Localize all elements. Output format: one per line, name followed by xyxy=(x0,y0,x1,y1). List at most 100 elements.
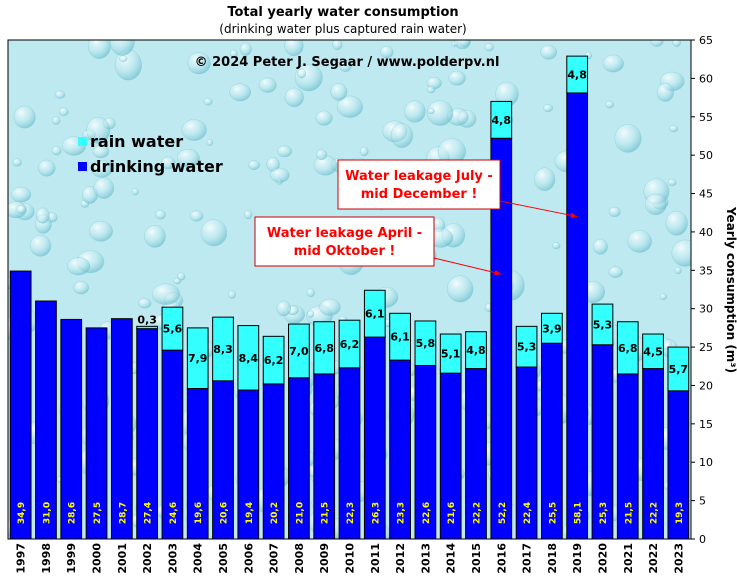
x-tick-label-2000: 2000 xyxy=(91,543,104,574)
data-label-drinking-2019: 58,1 xyxy=(574,502,584,524)
bar-rain-2007 xyxy=(262,335,285,385)
bar-rain-2020 xyxy=(591,303,614,346)
data-label-drinking-2018: 25,5 xyxy=(548,502,558,524)
x-tick-label-2002: 2002 xyxy=(141,543,154,574)
bar-rain-2005 xyxy=(212,316,234,382)
chart-subtitle: (drinking water plus captured rain water… xyxy=(219,22,466,36)
bar-rain-2010 xyxy=(338,319,361,369)
annotation-arrowhead-1 xyxy=(494,269,502,276)
plot-frame xyxy=(7,39,692,540)
y-tick-label-15: 15 xyxy=(699,418,713,431)
y-tick-label-65: 65 xyxy=(699,34,713,47)
x-tick-label-2019: 2019 xyxy=(571,543,584,574)
data-label-rain-2019: 4,8 xyxy=(567,69,587,82)
data-label-rain-2005: 8,3 xyxy=(213,343,233,356)
data-label-rain-2002: 0,3 xyxy=(137,313,157,326)
data-label-rain-2023: 5,7 xyxy=(669,363,689,376)
data-label-rain-2008: 7,0 xyxy=(289,345,309,358)
data-label-drinking-2005: 20,6 xyxy=(220,502,230,524)
data-label-drinking-2017: 22,4 xyxy=(523,502,533,524)
data-label-rain-2022: 4,5 xyxy=(643,345,663,358)
x-tick-label-2017: 2017 xyxy=(521,543,534,574)
y-tick-label-20: 20 xyxy=(699,379,713,392)
data-label-drinking-2002: 27,4 xyxy=(144,502,154,524)
x-tick-label-2006: 2006 xyxy=(242,543,255,574)
annotation-arrow-1 xyxy=(433,257,502,275)
data-label-drinking-2008: 21,0 xyxy=(295,502,305,524)
data-label-rain-2012: 6,1 xyxy=(390,331,410,344)
data-label-drinking-2014: 21,6 xyxy=(447,502,457,524)
annotation-text-1-0: Water leakage April - xyxy=(267,226,422,241)
legend: rain water drinking water xyxy=(78,132,223,176)
bar-rain-2013 xyxy=(414,320,437,367)
data-label-rain-2018: 3,9 xyxy=(542,322,562,335)
bar-drinking-2019 xyxy=(566,92,589,540)
x-tick-label-1997: 1997 xyxy=(15,543,28,574)
data-label-rain-2007: 6,2 xyxy=(264,354,284,367)
bar-rain-2015 xyxy=(465,331,487,370)
bar-rain-2012 xyxy=(389,312,411,361)
data-label-drinking-2021: 21,5 xyxy=(624,502,634,524)
legend-label-drinking-water: drinking water xyxy=(90,157,223,176)
annotation-text-1-1: mid Oktober ! xyxy=(294,244,396,259)
y-tick-label-40: 40 xyxy=(699,226,713,239)
data-label-rain-2017: 5,3 xyxy=(517,341,537,354)
bar-rain-2004 xyxy=(186,327,209,390)
y-tick-label-60: 60 xyxy=(699,72,713,85)
x-tick-label-2023: 2023 xyxy=(672,543,685,574)
data-label-drinking-2020: 25,3 xyxy=(599,502,609,524)
y-tick-label-55: 55 xyxy=(699,111,713,124)
x-tick-label-2003: 2003 xyxy=(166,543,179,574)
data-label-rain-2010: 6,2 xyxy=(340,338,360,351)
annotations: Water leakage July - mid December ! Water … xyxy=(254,159,578,276)
x-tick-label-2021: 2021 xyxy=(622,543,635,574)
x-tick-label-2022: 2022 xyxy=(647,543,660,574)
annotation-text-0-1: mid December ! xyxy=(361,187,478,202)
data-label-drinking-2003: 24,6 xyxy=(169,502,179,524)
x-tick-label-2011: 2011 xyxy=(369,543,382,574)
data-label-drinking-2015: 22,2 xyxy=(472,502,482,524)
data-label-drinking-2023: 19,3 xyxy=(675,502,685,524)
y-tick-label-30: 30 xyxy=(699,303,713,316)
data-label-drinking-2007: 20,2 xyxy=(270,502,280,524)
data-label-drinking-2011: 26,3 xyxy=(371,502,381,524)
x-tick-label-2012: 2012 xyxy=(394,543,407,574)
data-label-rain-2015: 4,8 xyxy=(466,344,486,357)
chart-title: Total yearly water consumption xyxy=(227,5,458,20)
data-label-rain-2016: 4,8 xyxy=(492,114,512,127)
bar-rain-2003 xyxy=(161,306,184,351)
data-label-rain-2021: 6,8 xyxy=(618,342,638,355)
bar-drinking-1997 xyxy=(9,270,32,540)
legend-label-rain-water: rain water xyxy=(90,132,183,151)
bar-rain-2008 xyxy=(288,323,310,379)
annotation-box-0 xyxy=(337,159,501,210)
bar-marks: 34,9 31,0 28,6 27,5 28,7 27,4 0,3 24,6 5,6 19,6 7,… xyxy=(9,55,690,540)
data-label-rain-2020: 5,3 xyxy=(593,318,613,331)
x-tick-label-2007: 2007 xyxy=(268,543,281,574)
x-tick-label-2018: 2018 xyxy=(546,543,559,574)
data-label-rain-2013: 5,8 xyxy=(416,337,436,350)
data-label-drinking-2012: 23,3 xyxy=(397,502,407,524)
bar-rain-2022 xyxy=(642,333,664,370)
y-tick-label-25: 25 xyxy=(699,341,713,354)
bar-rain-2017 xyxy=(515,325,538,368)
x-tick-label-2015: 2015 xyxy=(470,543,483,574)
y-tick-label-50: 50 xyxy=(699,149,713,162)
x-tick-label-2013: 2013 xyxy=(419,543,432,574)
bar-rain-2021 xyxy=(616,321,639,375)
data-label-rain-2011: 6,1 xyxy=(365,308,385,321)
bar-rain-2006 xyxy=(237,325,260,391)
x-tick-label-2020: 2020 xyxy=(596,543,609,574)
y-tick-label-45: 45 xyxy=(699,188,713,201)
y-tick-label-10: 10 xyxy=(699,456,713,469)
bar-rain-2011 xyxy=(363,289,386,338)
annotation-arrow-0 xyxy=(499,200,578,218)
legend-swatch-rain-water xyxy=(78,137,87,146)
x-tick-label-2008: 2008 xyxy=(293,543,306,574)
data-label-drinking-2004: 19,6 xyxy=(194,502,204,524)
data-label-drinking-1997: 34,9 xyxy=(17,502,27,524)
y-tick-label-5: 5 xyxy=(699,495,706,508)
x-tick-label-2001: 2001 xyxy=(116,543,129,574)
data-label-rain-2004: 7,9 xyxy=(188,352,208,365)
data-label-drinking-1998: 31,0 xyxy=(42,502,52,524)
